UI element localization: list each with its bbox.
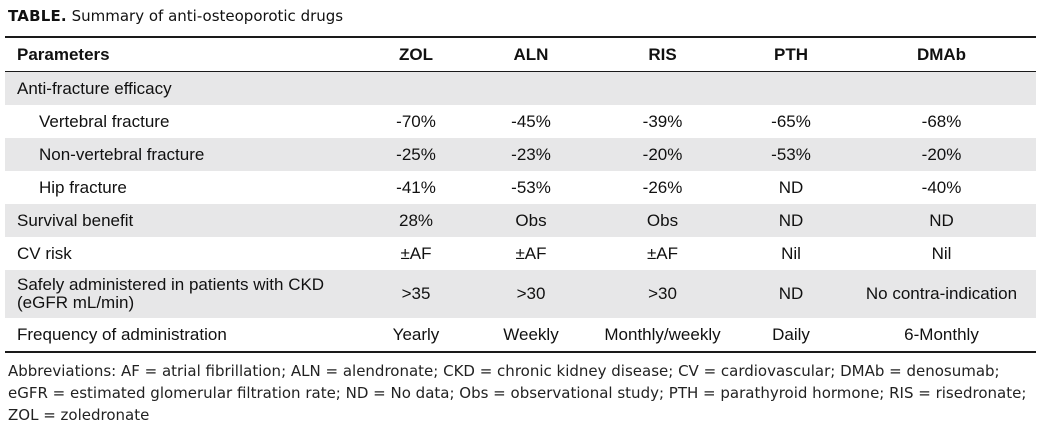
table-cell: -45% <box>511 111 551 131</box>
table-cell: -40% <box>921 177 962 197</box>
table-cell: -65% <box>771 111 811 131</box>
table-cell: -53% <box>735 138 847 171</box>
table-row: CV risk ±AF ±AF ±AF Nil Nil <box>5 237 1036 270</box>
header-ris: RIS <box>590 37 735 72</box>
table-cell: ND <box>847 204 1036 237</box>
table-cell: Obs <box>590 204 735 237</box>
table-cell: ±AF <box>400 243 432 263</box>
table-cell: -20% <box>590 138 735 171</box>
header-parameters: Parameters <box>5 37 360 72</box>
table-cell: -23% <box>472 138 590 171</box>
row-label: Survival benefit <box>5 204 360 237</box>
table-cell: Daily <box>772 324 810 344</box>
table-cell: -41% <box>396 177 436 197</box>
table-cell <box>360 71 472 105</box>
row-label: Anti-fracture efficacy <box>5 71 360 105</box>
table-cell: >35 <box>360 270 472 318</box>
header-pth: PTH <box>735 37 847 72</box>
table-caption: TABLE. Summary of anti-osteoporotic drug… <box>8 7 343 25</box>
row-label: CV risk <box>17 243 72 263</box>
header-aln: ALN <box>472 37 590 72</box>
row-label: Vertebral fracture <box>39 111 170 131</box>
table-cell <box>472 71 590 105</box>
header-dmab: DMAb <box>847 37 1036 72</box>
table-cell: 6-Monthly <box>904 324 979 344</box>
table-cell <box>847 71 1036 105</box>
table-cell <box>590 71 735 105</box>
table-row: Non-vertebral fracture -25% -23% -20% -5… <box>5 138 1036 171</box>
table-cell: Nil <box>931 243 952 263</box>
table-cell: Monthly/weekly <box>604 324 721 344</box>
header-zol: ZOL <box>360 37 472 72</box>
table-cell: No contra-indication <box>847 270 1036 318</box>
table-cell: -20% <box>847 138 1036 171</box>
table-cell: ND <box>735 270 847 318</box>
abbreviations-footnote: Abbreviations: AF = atrial fibrillation;… <box>8 362 1027 424</box>
table-cell: -53% <box>511 177 551 197</box>
table-row: Frequency of administration Yearly Weekl… <box>5 318 1036 352</box>
table-row: Hip fracture -41% -53% -26% ND -40% <box>5 171 1036 204</box>
table-row: Survival benefit 28% Obs Obs ND ND <box>5 204 1036 237</box>
table-cell: -26% <box>642 177 683 197</box>
table-cell: Nil <box>781 243 801 263</box>
row-label: Safely administered in patients with CKD… <box>5 270 360 318</box>
table-cell: -68% <box>921 111 962 131</box>
table-cell: ±AF <box>646 243 679 263</box>
table-row: Safely administered in patients with CKD… <box>5 270 1036 318</box>
row-label: Non-vertebral fracture <box>5 138 360 171</box>
table-cell <box>735 71 847 105</box>
table-cell: -25% <box>360 138 472 171</box>
table-cell: 28% <box>360 204 472 237</box>
row-label: Frequency of administration <box>17 324 227 344</box>
header-row: Parameters ZOL ALN RIS PTH DMAb <box>5 37 1036 72</box>
table-cell: -70% <box>396 111 436 131</box>
table-cell: >30 <box>590 270 735 318</box>
table-cell: -39% <box>642 111 683 131</box>
table-cell: ±AF <box>515 243 547 263</box>
table-caption-text: Summary of anti-osteoporotic drugs <box>71 7 344 25</box>
table-row: Vertebral fracture -70% -45% -39% -65% -… <box>5 105 1036 138</box>
table-row: Anti-fracture efficacy <box>5 71 1036 105</box>
table-cell: Weekly <box>503 324 559 344</box>
table-cell: Obs <box>472 204 590 237</box>
table-cell: ND <box>778 177 804 197</box>
table-cell: ND <box>735 204 847 237</box>
summary-table: Parameters ZOL ALN RIS PTH DMAb Anti-fra… <box>5 36 1036 353</box>
table-cell: >30 <box>472 270 590 318</box>
table-caption-label: TABLE. <box>8 7 67 25</box>
table-cell: Yearly <box>392 324 440 344</box>
row-label: Hip fracture <box>39 177 127 197</box>
